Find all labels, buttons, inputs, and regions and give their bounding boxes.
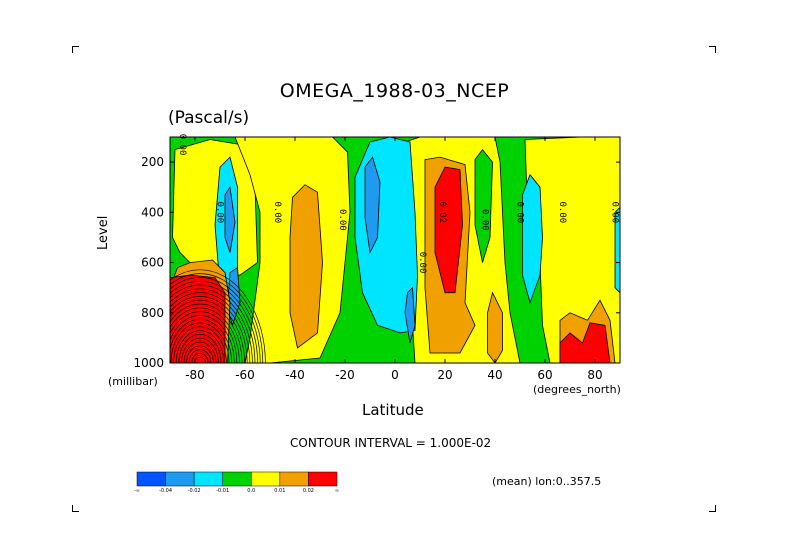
chart-title: OMEGA_1988-03_NCEP bbox=[279, 80, 510, 102]
corner-mark-bottom-left bbox=[72, 505, 79, 512]
contour-label: 0.00 bbox=[417, 252, 427, 274]
dense-contour-line bbox=[181, 337, 219, 363]
x-axis-label: Latitude bbox=[362, 401, 424, 419]
chart-units: (Pascal/s) bbox=[168, 108, 250, 128]
x-tick-label: -20 bbox=[335, 368, 355, 382]
x-tick-label: 80 bbox=[587, 368, 602, 382]
contour-label: 0.00 bbox=[177, 134, 187, 156]
contour-label: 0.02 bbox=[437, 201, 447, 223]
colorbar-label: 0.02 bbox=[303, 488, 314, 494]
colorbar-swatch bbox=[279, 471, 309, 487]
colorbar-label: 0.01 bbox=[274, 488, 285, 494]
corner-mark-top-left bbox=[72, 46, 79, 53]
contour-region-orange-15 bbox=[289, 184, 323, 349]
x-tick-label: 40 bbox=[487, 368, 502, 382]
contour-region-green-5 bbox=[474, 148, 493, 263]
contour-region-red-20 bbox=[434, 166, 463, 294]
dense-contour-line bbox=[170, 284, 256, 363]
dense-contour-line bbox=[188, 349, 212, 363]
dense-contour-line bbox=[194, 356, 206, 363]
x-tick-label: -40 bbox=[285, 368, 305, 382]
contour-interval: CONTOUR INTERVAL = 1.000E-02 bbox=[290, 436, 492, 450]
x-tick-label: -80 bbox=[185, 368, 205, 382]
contour-label: 0.00 bbox=[515, 201, 525, 223]
colorbar-label: ∞ bbox=[335, 488, 339, 494]
contour-label: 0.00 bbox=[215, 201, 225, 223]
colorbar-swatch bbox=[136, 471, 166, 487]
colorbar-swatch bbox=[193, 471, 223, 487]
x-axis: -80 -60 -40 -20 0 20 40 60 80 bbox=[185, 137, 603, 382]
colorbar-swatch bbox=[251, 471, 281, 487]
contour-fills bbox=[170, 137, 620, 363]
colorbar-swatch bbox=[165, 471, 195, 487]
dense-contour-line bbox=[170, 303, 243, 363]
contour-label: 0.00 bbox=[610, 201, 620, 223]
y-axis: 200 400 600 800 1000 bbox=[133, 155, 620, 370]
dense-contour-line bbox=[170, 318, 232, 363]
x-tick-label: 20 bbox=[437, 368, 452, 382]
dense-contour-line bbox=[175, 330, 225, 363]
contour-labels: 0.00 0.00 0.00 0.00 0.02 0.00 0.00 0.00 0.00 0.00 bbox=[177, 134, 620, 274]
contour-region-cyan-12 bbox=[522, 173, 543, 305]
contour-label: 0.00 bbox=[480, 209, 490, 231]
dense-contour-line bbox=[170, 292, 251, 363]
dense-contour-line bbox=[170, 322, 230, 363]
dense-contour-line bbox=[170, 273, 264, 363]
y-tick-label: 800 bbox=[141, 306, 164, 320]
x-axis-units: (degrees_north) bbox=[533, 383, 621, 396]
contour-label: 0.00 bbox=[557, 201, 567, 223]
corner-mark-bottom-right bbox=[709, 505, 716, 512]
dense-contour-line bbox=[183, 341, 217, 363]
longitude-mean-info: (mean) lon:0..357.5 bbox=[492, 475, 602, 488]
contour-region-red-21 bbox=[559, 322, 611, 363]
colorbar: -∞ -0.04 -0.02 -0.01 0.0 0.01 0.02 ∞ bbox=[134, 471, 339, 494]
contour-region-cyan-13 bbox=[614, 206, 620, 294]
colorbar-label: -0.04 bbox=[159, 488, 172, 494]
dense-contour-line bbox=[170, 280, 258, 363]
colorbar-swatch bbox=[308, 471, 338, 487]
contour-region-orange-17 bbox=[487, 291, 503, 363]
contour-label: 0.00 bbox=[337, 209, 347, 231]
x-tick-label: -60 bbox=[235, 368, 255, 382]
y-tick-label: 400 bbox=[141, 205, 164, 219]
dense-contour-line bbox=[170, 299, 245, 363]
contour-label: 0.00 bbox=[272, 201, 282, 223]
colorbar-label: -0.02 bbox=[188, 488, 201, 494]
contour-region-blue-11 bbox=[404, 286, 416, 344]
y-axis-units: (millibar) bbox=[108, 375, 158, 388]
colorbar-label: 0.0 bbox=[247, 488, 255, 494]
contour-region-blue-10 bbox=[364, 156, 381, 254]
y-tick-label: 600 bbox=[141, 256, 164, 270]
corner-mark-top-right bbox=[709, 46, 716, 53]
contour-region-blue-7 bbox=[224, 186, 236, 253]
colorbar-label: -0.01 bbox=[216, 488, 229, 494]
x-tick-label: 60 bbox=[537, 368, 552, 382]
x-tick-label: 0 bbox=[391, 368, 399, 382]
y-tick-label: 200 bbox=[141, 155, 164, 169]
colorbar-label: -∞ bbox=[134, 488, 140, 494]
dense-contour-line bbox=[170, 311, 238, 363]
y-tick-label: 1000 bbox=[133, 356, 164, 370]
colorbar-swatch bbox=[222, 471, 252, 487]
